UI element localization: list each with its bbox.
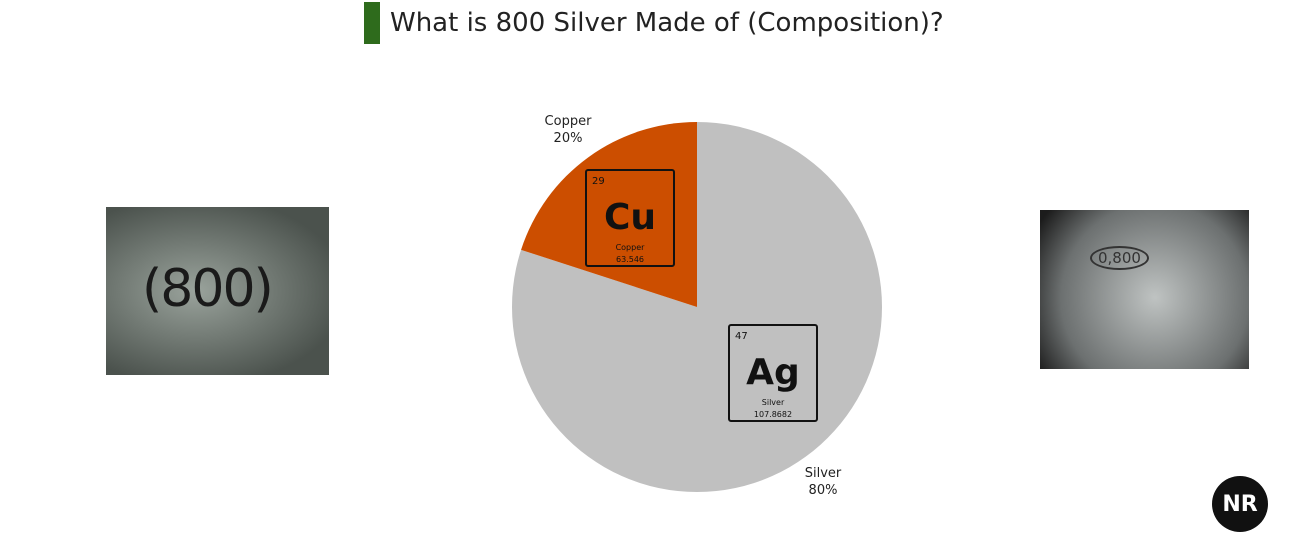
- pie-slice-copper: [521, 122, 697, 307]
- element-symbol: Cu: [604, 197, 656, 238]
- slice-percent-label: 80%: [809, 483, 838, 498]
- element-tile-cu: 29 Cu Copper 63.546: [585, 169, 675, 267]
- slice-label: Silver: [805, 466, 842, 481]
- title-text: What is 800 Silver Made of (Composition)…: [390, 8, 944, 38]
- photo-0800-hallmark: 0,800: [1040, 210, 1249, 369]
- logo: NR: [1212, 476, 1268, 532]
- element-tile-ag: 47 Ag Silver 107.8682: [728, 324, 818, 422]
- element-name: Copper: [616, 243, 646, 252]
- atomic-number: 29: [592, 176, 605, 187]
- hallmark-text: (800): [142, 259, 274, 319]
- photo-800-hallmark: (800): [106, 207, 329, 375]
- element-name: Silver: [762, 398, 785, 407]
- slice-percent-label: 20%: [554, 131, 583, 146]
- atomic-mass: 63.546: [616, 255, 644, 264]
- element-symbol: Ag: [746, 352, 800, 393]
- hallmark-text: 0,800: [1090, 246, 1149, 270]
- chart-title: What is 800 Silver Made of (Composition)…: [364, 2, 944, 44]
- logo-initials: NR: [1222, 491, 1258, 517]
- atomic-number: 47: [735, 331, 748, 342]
- title-accent-bar: [364, 2, 380, 44]
- slice-label: Copper: [545, 114, 593, 129]
- atomic-mass: 107.8682: [754, 410, 792, 419]
